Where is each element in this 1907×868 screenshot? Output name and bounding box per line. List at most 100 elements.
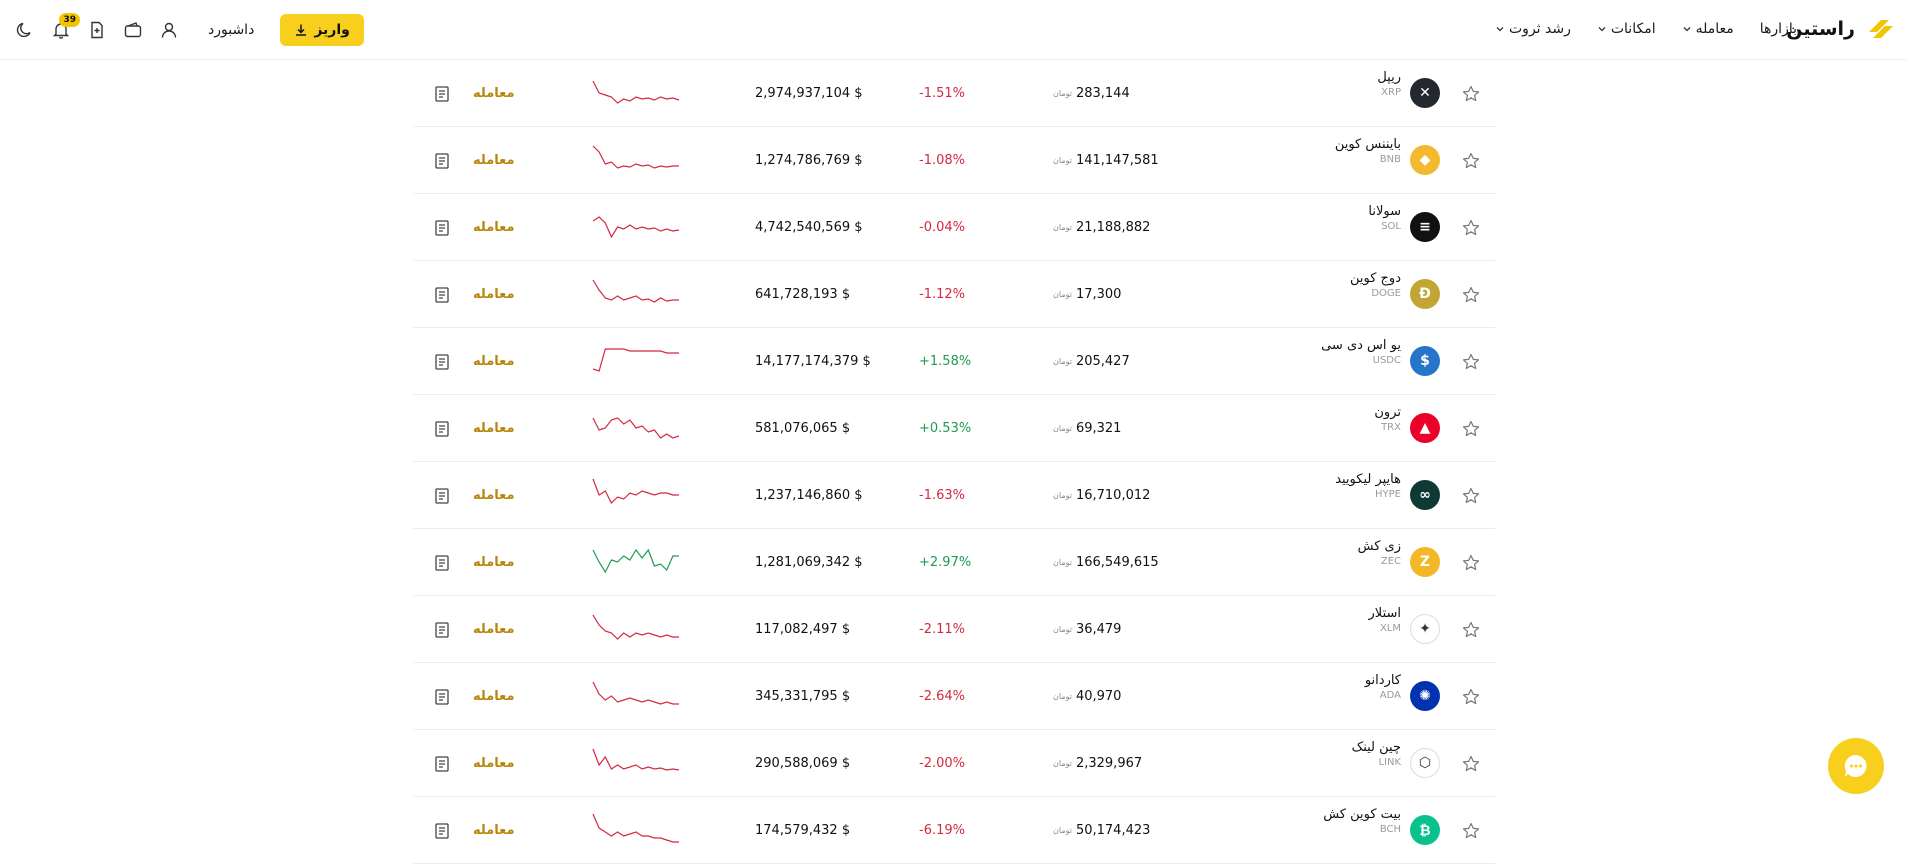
favorite-star-button[interactable] (1459, 60, 1483, 127)
trade-link[interactable]: معامله (473, 287, 515, 302)
trade-link[interactable]: معامله (473, 354, 515, 369)
details-button[interactable] (433, 261, 453, 328)
sparkline-chart (592, 80, 680, 104)
nav-markets[interactable]: بازارها (1760, 21, 1797, 37)
favorite-star-button[interactable] (1459, 395, 1483, 462)
coin-name-block: بایننس کوین BNB (1335, 136, 1401, 166)
sparkline-line (592, 80, 680, 104)
trade-link[interactable]: معامله (473, 220, 515, 235)
table-row[interactable]: ◆ بایننس کوین BNB تومان 141,147,581 -1.0… (413, 127, 1495, 194)
favorite-star-button[interactable] (1459, 261, 1483, 328)
document-icon (435, 822, 449, 839)
trade-link[interactable]: معامله (473, 555, 515, 570)
moon-icon (16, 22, 31, 38)
table-row[interactable]: ✦ استلار XLM تومان 36,479 -2.11% 117,082… (413, 596, 1495, 663)
profile-button[interactable] (156, 17, 182, 43)
details-button[interactable] (433, 127, 453, 194)
table-row[interactable]: ∞ هایپر لیکویید HYPE تومان 16,710,012 -1… (413, 462, 1495, 529)
details-button[interactable] (433, 194, 453, 261)
price-unit: تومان (1053, 357, 1072, 366)
add-document-button[interactable] (84, 17, 110, 43)
coin-name: کاردانو (1364, 673, 1401, 688)
coin-name-block: ریپل XRP (1377, 69, 1401, 99)
coin-name: بیت کوین کش (1323, 807, 1401, 822)
file-plus-icon (91, 21, 103, 39)
favorite-star-button[interactable] (1459, 127, 1483, 194)
favorite-star-button[interactable] (1459, 328, 1483, 395)
document-icon (435, 487, 449, 504)
nav-features[interactable]: امکانات (1597, 21, 1656, 37)
details-button[interactable] (433, 395, 453, 462)
download-icon (296, 24, 307, 36)
brand[interactable]: راستین (1786, 12, 1897, 46)
volume-value: 581,076,065 $ (755, 421, 851, 436)
coin-symbol: BCH (1379, 824, 1401, 835)
price-value: 2,329,967 (1075, 756, 1143, 771)
trade-link[interactable]: معامله (473, 689, 515, 704)
notifications-button[interactable]: 39 (48, 13, 80, 43)
sparkline-line (592, 681, 679, 705)
table-row[interactable]: ₿ بیت کوین کش BCH تومان 50,174,423 -6.19… (413, 797, 1495, 864)
nav-wealth-growth[interactable]: رشد ثروت (1495, 21, 1571, 37)
table-row[interactable]: Z زی کش ZEC تومان 166,549,615 +2.97% 1,2… (413, 529, 1495, 596)
price-cell: تومان 141,147,581 (1053, 127, 1159, 194)
table-row[interactable]: $ یو اس دی سی USDC تومان 205,427 +1.58% … (413, 328, 1495, 395)
table-row[interactable]: ⬡ چین لینک LINK تومان 2,329,967 -2.00% 2… (413, 730, 1495, 797)
favorite-star-button[interactable] (1459, 730, 1483, 797)
favorite-star-button[interactable] (1459, 529, 1483, 596)
details-button[interactable] (433, 60, 453, 127)
trade-link[interactable]: معامله (473, 421, 515, 436)
details-button[interactable] (433, 663, 453, 730)
price-unit: تومان (1053, 558, 1072, 567)
coin-glyph: ✺ (1419, 688, 1431, 704)
details-button[interactable] (433, 462, 453, 529)
trade-link[interactable]: معامله (473, 756, 515, 771)
details-button[interactable] (433, 730, 453, 797)
wallet-button[interactable] (120, 17, 146, 43)
dashboard-link[interactable]: داشبورد (208, 22, 255, 38)
details-button[interactable] (433, 797, 453, 864)
table-row[interactable]: Ð دوج کوین DOGE تومان 17,300 -1.12% 641,… (413, 261, 1495, 328)
trade-link[interactable]: معامله (473, 622, 515, 637)
star-icon (1462, 152, 1480, 168)
favorite-star-button[interactable] (1459, 596, 1483, 663)
price-unit: تومان (1053, 424, 1072, 433)
coin-symbol: DOGE (1371, 288, 1401, 299)
trade-link[interactable]: معامله (473, 153, 515, 168)
coin-symbol: TRX (1381, 422, 1401, 433)
chevron-down-icon (1683, 27, 1691, 32)
details-button[interactable] (433, 596, 453, 663)
favorite-star-button[interactable] (1459, 797, 1483, 864)
price-value: 16,710,012 (1075, 488, 1151, 503)
price-unit: تومان (1053, 692, 1072, 701)
deposit-button[interactable]: واریز (280, 14, 364, 46)
star-icon (1462, 353, 1480, 369)
user-icon (161, 22, 177, 38)
favorite-star-button[interactable] (1459, 462, 1483, 529)
coin-name-block: کاردانو ADA (1365, 672, 1401, 702)
sparkline-line (592, 748, 680, 771)
volume-value: 2,974,937,104 $ (755, 86, 863, 101)
volume-value: 641,728,193 $ (755, 287, 851, 302)
price-value: 36,479 (1075, 622, 1122, 637)
price-cell: تومان 205,427 (1053, 328, 1130, 395)
support-chat-button[interactable] (1828, 738, 1884, 794)
trade-link[interactable]: معامله (473, 823, 515, 838)
table-row[interactable]: ≡ سولانا SOL تومان 21,188,882 -0.04% 4,7… (413, 194, 1495, 261)
nav-trade[interactable]: معامله (1682, 21, 1734, 37)
details-button[interactable] (433, 529, 453, 596)
table-row[interactable]: ▲ ترون TRX تومان 69,321 +0.53% 581,076,0… (413, 395, 1495, 462)
favorite-star-button[interactable] (1459, 663, 1483, 730)
details-button[interactable] (433, 328, 453, 395)
star-icon (1462, 420, 1480, 436)
chevron-down-icon (1496, 27, 1504, 32)
table-row[interactable]: ✕ ریپل XRP تومان 283,144 -1.51% 2,974,93… (413, 60, 1495, 127)
theme-toggle-button[interactable] (12, 17, 38, 43)
trade-link[interactable]: معامله (473, 86, 515, 101)
star-icon (1462, 85, 1480, 101)
sparkline-chart (592, 813, 679, 843)
star-icon (1462, 554, 1480, 570)
trade-link[interactable]: معامله (473, 488, 515, 503)
favorite-star-button[interactable] (1459, 194, 1483, 261)
table-row[interactable]: ✺ کاردانو ADA تومان 40,970 -2.64% 345,33… (413, 663, 1495, 730)
